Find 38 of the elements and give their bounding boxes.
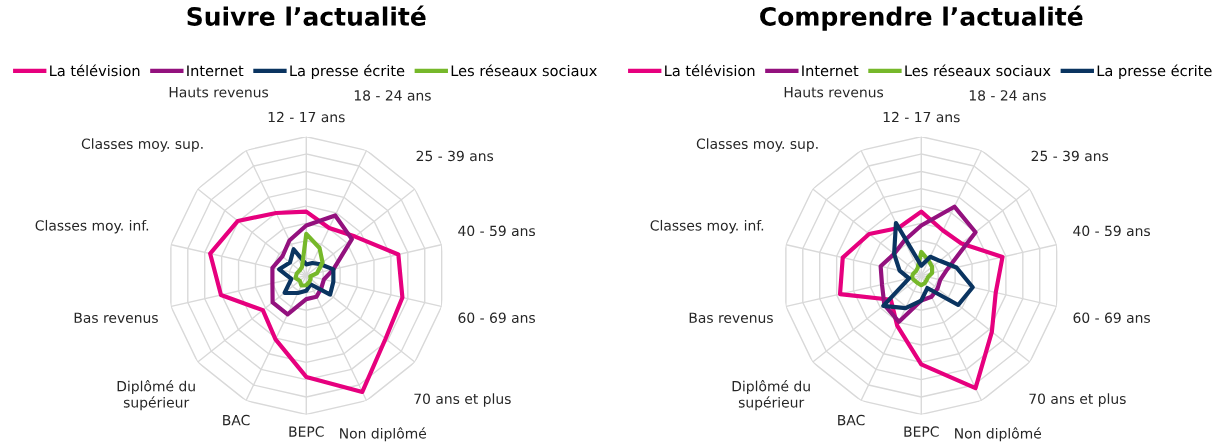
spoke-label: 18 - 24 ans bbox=[969, 90, 1046, 101]
spoke-label: 60 - 69 ans bbox=[1073, 312, 1150, 323]
spoke-label: 40 - 59 ans bbox=[458, 225, 535, 237]
spoke-label: 18 - 24 ans bbox=[354, 90, 431, 101]
legend-label: Les réseaux sociaux bbox=[451, 64, 597, 77]
legend-label: Internet bbox=[187, 65, 244, 77]
spoke-label: Diplômé du supérieur bbox=[117, 380, 195, 411]
spoke-label: Non diplômé bbox=[340, 427, 427, 442]
spoke-label: 70 ans et plus bbox=[1029, 393, 1126, 407]
spoke-label: 60 - 69 ans bbox=[458, 312, 535, 323]
spoke-label: BEPC bbox=[904, 426, 939, 437]
spoke-label: 40 - 59 ans bbox=[1073, 225, 1150, 237]
chart-title: Suivre l’actualité bbox=[187, 5, 426, 26]
spoke-label: Non diplômé bbox=[955, 427, 1042, 442]
legend-label: La télévision bbox=[50, 64, 140, 77]
spoke-label: Bas revenus bbox=[689, 312, 773, 323]
spoke-label: Classes moy. inf. bbox=[650, 219, 764, 234]
spoke-label: 12 - 17 ans bbox=[268, 111, 345, 123]
spoke-label: Classes moy. sup. bbox=[81, 138, 203, 152]
legend-label: Internet bbox=[802, 65, 859, 77]
spoke-label: 70 ans et plus bbox=[414, 393, 511, 407]
spoke-label: 25 - 39 ans bbox=[416, 150, 494, 162]
spoke-label: Bas revenus bbox=[74, 312, 158, 323]
spoke-label: 25 - 39 ans bbox=[1031, 150, 1109, 162]
legend-label: La télévision bbox=[665, 64, 755, 77]
legend-label: La presse écrite bbox=[290, 64, 405, 80]
spoke-label: Hauts revenus bbox=[784, 87, 884, 98]
spoke-label: BAC bbox=[223, 414, 250, 426]
spoke-label: 12 - 17 ans bbox=[883, 111, 960, 123]
chart-title: Comprendre l’actualité bbox=[760, 5, 1083, 31]
spoke-label: Classes moy. inf. bbox=[35, 219, 149, 234]
spoke-label: BAC bbox=[838, 414, 865, 426]
spoke-label: BEPC bbox=[289, 426, 324, 437]
spoke-label: Diplômé du supérieur bbox=[732, 380, 810, 411]
legend-label: Les réseaux sociaux bbox=[905, 64, 1051, 77]
legend-label: La presse écrite bbox=[1097, 64, 1212, 80]
spoke-label: Classes moy. sup. bbox=[696, 138, 818, 152]
spoke-label: Hauts revenus bbox=[169, 87, 269, 98]
